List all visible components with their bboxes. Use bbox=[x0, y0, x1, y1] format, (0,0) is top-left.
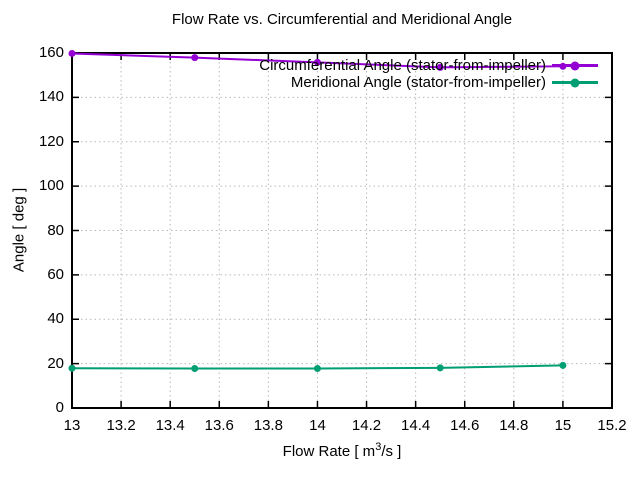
legend-point-icon bbox=[570, 61, 580, 70]
y-tick-label: 20 bbox=[47, 354, 64, 372]
x-tick-label: 13.8 bbox=[253, 417, 283, 434]
legend-sample-circumferential bbox=[552, 61, 598, 70]
x-tick-label: 14 bbox=[309, 417, 326, 434]
plot-border bbox=[71, 52, 613, 409]
y-tick-label: 120 bbox=[38, 132, 64, 150]
x-tick-label: 13.2 bbox=[106, 417, 136, 434]
x-tick-label: 14.4 bbox=[401, 417, 431, 434]
legend: Circumferential Angle (stator-from-impel… bbox=[259, 57, 598, 91]
legend-label-circumferential: Circumferential Angle (stator-from-impel… bbox=[259, 57, 546, 74]
data-point bbox=[191, 54, 199, 62]
data-point bbox=[68, 364, 76, 372]
y-tick-label: 60 bbox=[47, 265, 64, 283]
data-point bbox=[313, 58, 321, 66]
data-point bbox=[559, 361, 567, 369]
y-tick-label: 100 bbox=[38, 177, 64, 195]
x-axis-label-unit: /s ] bbox=[381, 443, 402, 460]
data-point bbox=[436, 364, 444, 372]
data-point bbox=[313, 365, 321, 373]
x-axis-label-text: Flow Rate [ m bbox=[282, 443, 376, 460]
x-tick-label: 13.4 bbox=[155, 417, 185, 434]
x-tick-label: 13.6 bbox=[204, 417, 234, 434]
x-axis-label-superscript: 3 bbox=[375, 441, 382, 453]
grid bbox=[71, 52, 613, 409]
y-tick-label: 40 bbox=[47, 310, 64, 328]
y-tick-label: 160 bbox=[38, 44, 64, 61]
x-tick-label: 15.2 bbox=[597, 417, 627, 434]
y-tick-label: 0 bbox=[55, 399, 64, 416]
data-point bbox=[436, 63, 444, 71]
legend-label-meridional: Meridional Angle (stator-from-impeller) bbox=[290, 74, 546, 91]
data-point bbox=[68, 49, 76, 57]
y-tick-label: 140 bbox=[38, 88, 64, 106]
legend-item-circumferential: Circumferential Angle (stator-from-impel… bbox=[259, 57, 598, 74]
data-point bbox=[191, 365, 199, 373]
x-tick-label: 14.6 bbox=[450, 417, 480, 434]
x-tick-label: 14.2 bbox=[351, 417, 382, 434]
x-tick-label: 15 bbox=[554, 417, 572, 434]
legend-item-meridional: Meridional Angle (stator-from-impeller) bbox=[259, 74, 598, 91]
chart-title: Flow Rate vs. Circumferential and Meridi… bbox=[171, 11, 513, 28]
x-tick-label: 13 bbox=[63, 417, 81, 434]
x-tick-label: 14.8 bbox=[499, 417, 529, 434]
y-tick-label: 80 bbox=[47, 221, 64, 239]
legend-point-icon bbox=[570, 78, 580, 87]
legend-sample-meridional bbox=[552, 78, 598, 87]
series-meridional-angle bbox=[68, 361, 567, 373]
x-axis-label: Flow Rate [ m3/s ] bbox=[72, 441, 612, 460]
